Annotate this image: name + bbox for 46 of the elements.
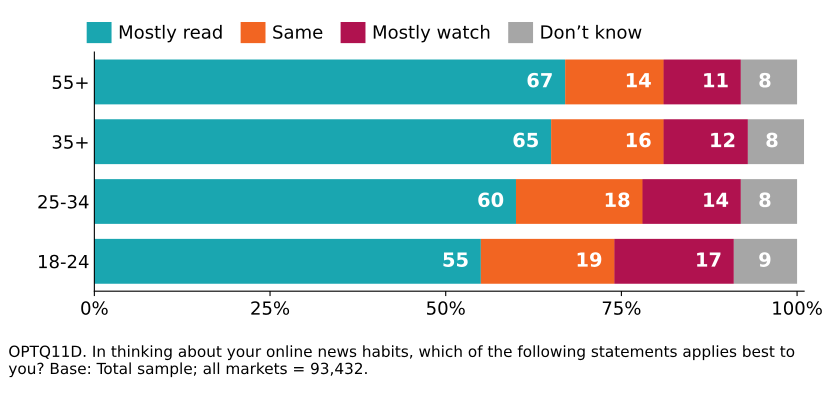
data-label: 12 <box>711 132 734 148</box>
bar <box>734 238 798 284</box>
data-label: 60 <box>478 192 504 208</box>
data-label: 9 <box>759 252 770 267</box>
x-tick-label: 100% <box>773 301 822 315</box>
x-tick-label: 50% <box>427 301 465 315</box>
bar <box>565 59 664 104</box>
legend-label: Don’t know <box>541 24 642 39</box>
bar <box>642 179 741 224</box>
y-tick-label: 55+ <box>52 76 88 90</box>
text: OPTQ11D. In thinking about your online news habits, which of the following statements applies best to you? Base: Total sample; all markets = 93,432. <box>8 345 794 378</box>
y-tick-label: 18-24 <box>39 254 88 268</box>
data-label: 8 <box>759 192 771 208</box>
data-label: 19 <box>578 252 602 267</box>
data-label: 65 <box>513 132 538 148</box>
data-label: 55 <box>443 252 468 267</box>
bar <box>664 59 741 104</box>
bar <box>551 119 664 164</box>
bar <box>94 179 516 224</box>
y-tick-label: 35+ <box>52 135 88 149</box>
x-tick-label: 75% <box>602 301 640 315</box>
bar <box>94 238 481 284</box>
data-label: 11 <box>704 73 728 88</box>
bar <box>94 119 552 164</box>
bar <box>516 179 642 224</box>
data-label: 67 <box>527 72 552 88</box>
y-tick-label: 25-34 <box>38 194 88 209</box>
bar <box>740 59 798 104</box>
data-label: 18 <box>606 192 630 208</box>
data-label: 14 <box>626 73 651 88</box>
data-label: 8 <box>766 132 778 148</box>
data-label: 16 <box>626 132 651 148</box>
bar <box>614 238 734 284</box>
bar <box>748 119 804 164</box>
bar <box>664 119 748 164</box>
legend-label: Mostly watch <box>374 24 490 42</box>
x-tick-label: 0% <box>81 301 108 315</box>
data-label: 14 <box>704 192 728 207</box>
bar <box>740 179 798 224</box>
x-tick-label: 25% <box>251 301 290 315</box>
legend-label: Same <box>273 25 322 39</box>
data-label: 8 <box>759 72 771 88</box>
legend-label: Mostly read <box>120 24 222 42</box>
bar <box>480 238 614 284</box>
bar <box>94 59 566 104</box>
data-label: 17 <box>697 252 720 267</box>
